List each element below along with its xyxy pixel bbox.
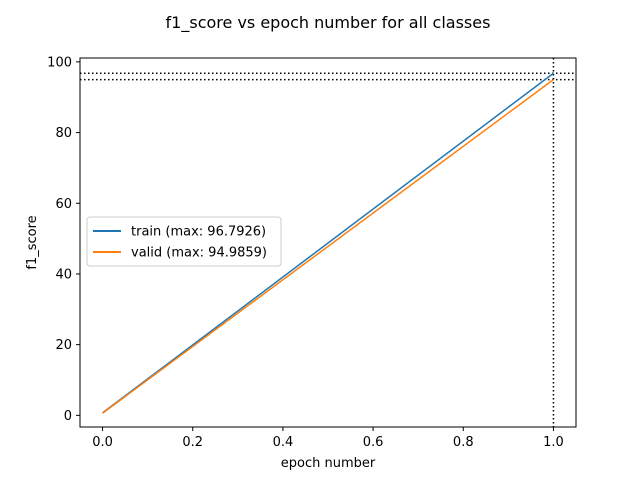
x-axis-label: epoch number [281, 456, 376, 471]
series-line-valid [102, 79, 554, 414]
legend-label-valid: valid (max: 94.9859) [131, 246, 267, 261]
x-axis: 0.0 0.2 0.4 0.6 0.8 1.0 [92, 427, 564, 450]
y-axis-label: f1_score [25, 215, 40, 269]
y-tick-label: 80 [55, 126, 72, 141]
y-tick-label: 0 [64, 409, 72, 424]
x-tick-label: 0.6 [363, 435, 384, 450]
plot-frame [79, 57, 577, 428]
plot-area [80, 58, 576, 427]
y-tick-label: 60 [55, 197, 72, 212]
y-tick-label: 20 [55, 338, 72, 353]
x-tick-label: 1.0 [543, 435, 564, 450]
chart-title: f1_score vs epoch number for all classes [166, 13, 491, 33]
y-axis: 0 20 40 60 80 100 [47, 55, 80, 424]
y-tick-label: 100 [47, 55, 72, 70]
x-tick-label: 0.0 [92, 435, 113, 450]
x-tick-label: 0.2 [182, 435, 203, 450]
x-tick-label: 0.4 [273, 435, 294, 450]
legend: train (max: 96.7926) valid (max: 94.9859… [86, 216, 282, 267]
series-line-train [102, 72, 554, 414]
y-tick-label: 40 [55, 267, 72, 282]
legend-box [86, 216, 282, 267]
x-tick-label: 0.8 [453, 435, 474, 450]
legend-label-train: train (max: 96.7926) [131, 225, 266, 240]
